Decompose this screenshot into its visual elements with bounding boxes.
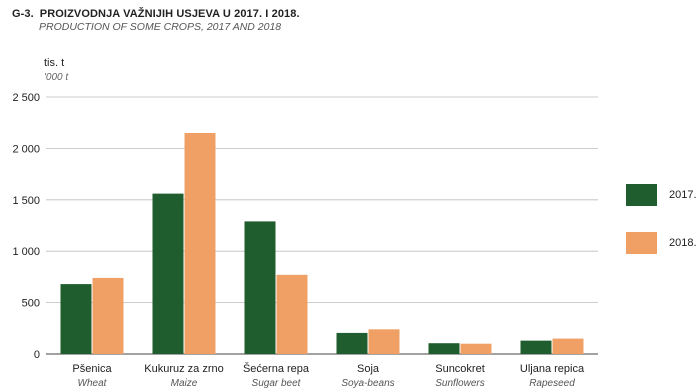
y-tick-label: 0 <box>34 349 40 361</box>
bar-2018-1 <box>184 132 216 354</box>
bar-2017-4 <box>428 343 460 354</box>
legend-label-2018: 2018. <box>669 237 696 249</box>
legend-label-2017: 2017. <box>669 189 696 201</box>
x-tick-label: Kukuruz za zrno <box>144 363 223 375</box>
bar-2017-2 <box>244 221 276 354</box>
y-unit-label: tis. t <box>44 57 64 69</box>
legend-swatch-2017 <box>626 184 657 206</box>
legend: 2017. 2018. <box>626 184 696 280</box>
y-unit-label-en: '000 t <box>44 72 69 83</box>
y-tick-label: 1 000 <box>12 246 40 258</box>
x-tick-label: Suncokret <box>435 363 485 375</box>
x-tick-label-en: Maize <box>171 378 198 389</box>
x-tick-label: Šećerna repa <box>243 362 310 375</box>
x-tick-label-en: Wheat <box>78 378 108 389</box>
bar-2017-5 <box>520 340 552 354</box>
y-tick-label: 1 500 <box>12 195 40 207</box>
x-tick-label-en: Sugar beet <box>252 378 302 389</box>
bar-2018-0 <box>92 277 124 354</box>
y-tick-label: 2 500 <box>12 92 40 104</box>
chart-title: G-3. PROIZVODNJA VAŽNIJIH USJEVA U 2017. … <box>12 8 300 20</box>
figure-number: G-3. <box>12 8 34 20</box>
x-tick-label-en: Rapeseed <box>529 378 575 389</box>
bar-2017-0 <box>60 284 92 354</box>
chart-subtitle: PRODUCTION OF SOME CROPS, 2017 AND 2018 <box>39 21 282 33</box>
legend-item-2017: 2017. <box>626 184 696 206</box>
x-tick-label-en: Soya-beans <box>341 378 394 389</box>
bar-2018-2 <box>276 274 308 354</box>
x-tick-label: Uljana repica <box>520 363 585 375</box>
bar-2018-3 <box>368 329 400 354</box>
chart-title-block: G-3. PROIZVODNJA VAŽNIJIH USJEVA U 2017. … <box>12 8 300 33</box>
y-tick-label: 2 000 <box>12 143 40 155</box>
x-tick-label: Pšenica <box>72 363 112 375</box>
legend-item-2018: 2018. <box>626 232 696 254</box>
bar-2017-1 <box>152 193 184 354</box>
bar-2017-3 <box>336 332 368 354</box>
x-tick-label-en: Sunflowers <box>435 378 484 389</box>
y-tick-label: 500 <box>22 298 40 310</box>
title-text: PROIZVODNJA VAŽNIJIH USJEVA U 2017. I 20… <box>39 8 300 20</box>
bar-2018-4 <box>460 343 492 354</box>
legend-swatch-2018 <box>626 232 657 254</box>
bar-2018-5 <box>552 338 584 354</box>
x-tick-label: Soja <box>357 363 380 375</box>
